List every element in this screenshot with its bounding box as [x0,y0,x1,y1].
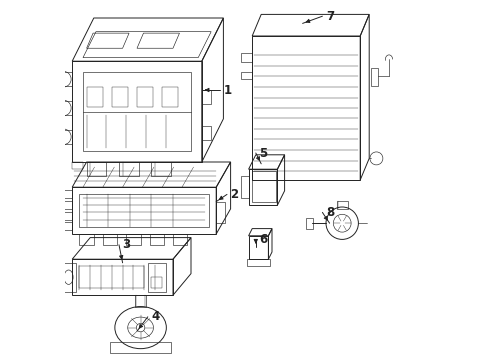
Bar [61,201,72,209]
Bar [337,201,347,209]
Bar [61,263,76,292]
Bar [216,202,225,223]
Bar [242,53,252,62]
Bar [252,171,275,202]
Bar [126,234,141,245]
Bar [79,234,94,245]
Bar [72,162,83,169]
Bar [202,126,211,140]
Bar [110,342,171,354]
Bar [103,234,117,245]
Bar [173,234,187,245]
Bar [151,162,171,176]
Bar [162,87,178,107]
Bar [248,236,269,259]
Bar [112,87,128,107]
Bar [149,234,164,245]
Bar [242,72,252,79]
Text: 5: 5 [259,147,268,159]
Bar [61,222,72,230]
Bar [87,87,103,107]
Text: 4: 4 [151,310,160,323]
Bar [72,259,173,295]
Bar [151,277,162,288]
Bar [83,72,191,151]
Bar [242,176,248,198]
Bar [58,72,72,86]
Text: 6: 6 [259,233,268,246]
Bar [119,162,139,176]
Bar [252,36,360,180]
Text: 1: 1 [223,84,232,96]
Bar [58,130,72,144]
Bar [79,266,144,288]
Text: 2: 2 [231,188,239,201]
Bar [248,169,277,205]
Bar [148,263,166,292]
Bar [306,218,314,229]
Text: 8: 8 [326,206,334,219]
Bar [135,295,147,306]
Bar [58,101,72,115]
Bar [72,61,202,162]
Text: 7: 7 [326,10,334,23]
Bar [61,212,72,220]
Text: 3: 3 [122,238,131,251]
Bar [137,87,153,107]
Bar [87,162,106,176]
Bar [247,259,270,266]
Bar [79,194,209,227]
Bar [61,190,72,198]
Bar [72,187,216,234]
Bar [202,90,211,104]
Bar [371,68,378,86]
